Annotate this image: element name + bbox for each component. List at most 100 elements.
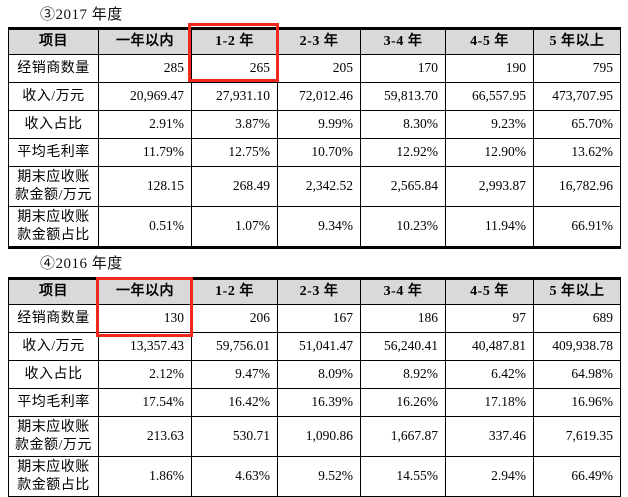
col-header-2-3yr: 2-3 年 — [277, 278, 361, 305]
row-label: 收入占比 — [8, 110, 99, 139]
cell: 530.71 — [191, 416, 278, 457]
cell: 2.91% — [98, 110, 192, 139]
cell: 56,240.41 — [360, 332, 446, 361]
row-label: 期末应收账款金额/万元 — [8, 166, 99, 207]
row-label: 收入/万元 — [8, 82, 99, 111]
table-header-2016: 项目 一年以内 1-2 年 2-3 年 3-4 年 4-5 年 5 年以上 — [8, 278, 621, 305]
row-label: 经销商数量 — [8, 54, 99, 83]
cell: 285 — [98, 54, 192, 83]
cell: 9.23% — [445, 110, 534, 139]
table-row-receivable-share: 期末应收账款金额占比 1.86% 4.63% 9.52% 14.55% 2.94… — [8, 456, 621, 497]
cell: 130 — [98, 304, 192, 333]
table-row-receivable-amount: 期末应收账款金额/万元 128.15 268.49 2,342.52 2,565… — [8, 166, 621, 207]
table-row-revenue-share: 收入占比 2.12% 9.47% 8.09% 8.92% 6.42% 64.98… — [8, 360, 621, 389]
cell: 17.54% — [98, 388, 192, 417]
col-header-within-1yr: 一年以内 — [98, 28, 192, 55]
table-row-revenue: 收入/万元 20,969.47 27,931.10 72,012.46 59,8… — [8, 82, 621, 111]
col-header-4-5yr: 4-5 年 — [445, 278, 534, 305]
cell: 2,565.84 — [360, 166, 446, 207]
cell: 170 — [360, 54, 446, 83]
cell: 0.51% — [98, 206, 192, 248]
cell: 2,993.87 — [445, 166, 534, 207]
cell: 213.63 — [98, 416, 192, 457]
cell: 473,707.95 — [533, 82, 621, 111]
col-header-3-4yr: 3-4 年 — [360, 278, 446, 305]
cell: 13,357.43 — [98, 332, 192, 361]
cell: 11.79% — [98, 138, 192, 167]
cell: 72,012.46 — [277, 82, 361, 111]
cell: 16,782.96 — [533, 166, 621, 207]
cell: 8.09% — [277, 360, 361, 389]
cell: 206 — [191, 304, 278, 333]
cell: 2,342.52 — [277, 166, 361, 207]
cell: 8.30% — [360, 110, 446, 139]
cell: 9.52% — [277, 456, 361, 497]
cell: 2.94% — [445, 456, 534, 497]
cell: 59,813.70 — [360, 82, 446, 111]
cell: 128.15 — [98, 166, 192, 207]
cell: 9.34% — [277, 206, 361, 248]
cell: 337.46 — [445, 416, 534, 457]
cell: 795 — [533, 54, 621, 83]
cell: 409,938.78 — [533, 332, 621, 361]
table-row-revenue-share: 收入占比 2.91% 3.87% 9.99% 8.30% 9.23% 65.70… — [8, 110, 621, 139]
aging-table-2017: 项目 一年以内 1-2 年 2-3 年 3-4 年 4-5 年 5 年以上 经销… — [8, 27, 621, 249]
cell: 64.98% — [533, 360, 621, 389]
table-row-gross-margin: 平均毛利率 17.54% 16.42% 16.39% 16.26% 17.18%… — [8, 388, 621, 417]
cell: 8.92% — [360, 360, 446, 389]
row-label: 平均毛利率 — [8, 388, 99, 417]
cell: 190 — [445, 54, 534, 83]
cell: 12.75% — [191, 138, 278, 167]
table-row-receivable-share: 期末应收账款金额占比 0.51% 1.07% 9.34% 10.23% 11.9… — [8, 206, 621, 248]
cell: 205 — [277, 54, 361, 83]
cell: 27,931.10 — [191, 82, 278, 111]
cell: 12.92% — [360, 138, 446, 167]
cell: 16.96% — [533, 388, 621, 417]
row-label: 经销商数量 — [8, 304, 99, 333]
table-row-dealer-count: 经销商数量 130 206 167 186 97 689 — [8, 304, 621, 333]
row-label: 收入/万元 — [8, 332, 99, 361]
table-row-receivable-amount: 期末应收账款金额/万元 213.63 530.71 1,090.86 1,667… — [8, 416, 621, 457]
row-label: 期末应收账款金额/万元 — [8, 416, 99, 457]
cell: 13.62% — [533, 138, 621, 167]
cell: 16.39% — [277, 388, 361, 417]
col-header-1-2yr: 1-2 年 — [191, 28, 278, 55]
header-row: 项目 一年以内 1-2 年 2-3 年 3-4 年 4-5 年 5 年以上 — [8, 278, 621, 305]
cell: 1,667.87 — [360, 416, 446, 457]
cell: 17.18% — [445, 388, 534, 417]
table-header-2017: 项目 一年以内 1-2 年 2-3 年 3-4 年 4-5 年 5 年以上 — [8, 28, 621, 55]
cell: 16.26% — [360, 388, 446, 417]
cell: 3.87% — [191, 110, 278, 139]
section-title-2017: ③2017 年度 — [40, 7, 123, 23]
col-header-item: 项目 — [8, 28, 99, 55]
col-header-3-4yr: 3-4 年 — [360, 28, 446, 55]
cell: 59,756.01 — [191, 332, 278, 361]
col-header-1-2yr: 1-2 年 — [191, 278, 278, 305]
row-label: 收入占比 — [8, 360, 99, 389]
col-header-4-5yr: 4-5 年 — [445, 28, 534, 55]
col-header-over-5yr: 5 年以上 — [533, 28, 621, 55]
cell: 689 — [533, 304, 621, 333]
col-header-within-1yr: 一年以内 — [98, 278, 192, 305]
section-title-2016: ④2016 年度 — [40, 256, 123, 272]
cell: 51,041.47 — [277, 332, 361, 361]
row-label: 期末应收账款金额占比 — [8, 456, 99, 497]
cell: 10.23% — [360, 206, 446, 248]
cell: 6.42% — [445, 360, 534, 389]
cell: 1.86% — [98, 456, 192, 497]
cell: 265 — [191, 54, 278, 83]
cell: 1.07% — [191, 206, 278, 248]
cell: 20,969.47 — [98, 82, 192, 111]
cell: 2.12% — [98, 360, 192, 389]
cell: 66.49% — [533, 456, 621, 497]
cell: 40,487.81 — [445, 332, 534, 361]
cell: 66,557.95 — [445, 82, 534, 111]
cell: 65.70% — [533, 110, 621, 139]
cell: 186 — [360, 304, 446, 333]
table-row-gross-margin: 平均毛利率 11.79% 12.75% 10.70% 12.92% 12.90%… — [8, 138, 621, 167]
cell: 9.99% — [277, 110, 361, 139]
table-row-revenue: 收入/万元 13,357.43 59,756.01 51,041.47 56,2… — [8, 332, 621, 361]
row-label: 平均毛利率 — [8, 138, 99, 167]
cell: 4.63% — [191, 456, 278, 497]
